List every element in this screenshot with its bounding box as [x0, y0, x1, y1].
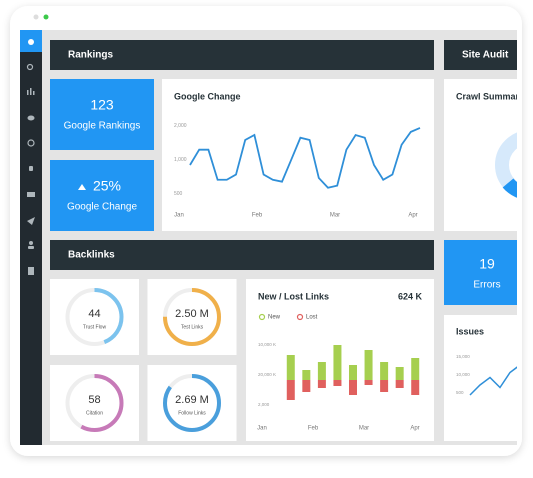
x-tick-label: Feb	[252, 213, 263, 219]
gauge-label: Trust Flow	[83, 324, 107, 330]
bar-new	[333, 345, 342, 380]
y-tick-label: 2,000	[258, 402, 270, 407]
x-tick-label: Jan	[257, 426, 267, 432]
bar-new	[349, 365, 357, 380]
chart-card	[444, 315, 517, 441]
y-tick-label: 10,000	[456, 372, 470, 377]
section-header	[50, 40, 434, 70]
legend-label: Lost	[306, 315, 318, 321]
line	[469, 366, 517, 396]
gauge-value: 44	[88, 308, 100, 320]
section-title: Backlinks	[68, 250, 115, 261]
x-tick-label: Mar	[359, 426, 369, 432]
section-title: Site Audit	[462, 50, 509, 61]
legend-marker	[296, 313, 304, 321]
section-header	[50, 240, 434, 270]
bar-new	[317, 362, 326, 380]
crawl-donut	[495, 132, 517, 198]
y-tick-label: 1,000	[174, 157, 187, 163]
stat-label: Errors	[473, 280, 500, 291]
sidebar-icons	[26, 39, 35, 275]
bar-new	[380, 362, 389, 380]
gauge-value: 58	[88, 394, 100, 406]
gauge-label: Test Links	[181, 324, 204, 330]
card-title: New / Lost Links	[258, 291, 329, 301]
x-tick-label: Mar	[330, 213, 340, 219]
bar-new	[302, 370, 311, 380]
stat-card	[50, 160, 154, 231]
gauge-arc	[163, 288, 221, 346]
gauge-label: Follow Links	[178, 410, 206, 416]
bar-lost	[349, 380, 357, 395]
gauge-arc	[65, 374, 124, 432]
y-tick-label: 2,000	[174, 123, 187, 129]
card-total: 624 K	[398, 291, 423, 301]
bar-lost	[333, 380, 342, 386]
gauge-arc	[163, 374, 221, 432]
y-tick-label: 500	[456, 390, 464, 395]
bar-lost	[364, 380, 373, 385]
x-tick-label: Jan	[174, 213, 184, 219]
x-tick-label: Apr	[408, 213, 417, 219]
legend-label: New	[268, 315, 281, 321]
y-tick-label: 15,000	[456, 354, 470, 359]
bar-lost	[395, 380, 404, 388]
stat-value: 123	[90, 97, 114, 113]
bar-lost	[411, 380, 420, 395]
y-tick-label: 10,000 K	[258, 342, 276, 347]
chart-card	[444, 79, 517, 231]
up-arrow	[78, 184, 86, 190]
card-title: Issues	[456, 326, 484, 336]
crawl-donut-segment	[502, 178, 517, 198]
stat-card	[50, 79, 154, 150]
bar-new	[411, 358, 420, 380]
x-tick-label: Apr	[410, 426, 419, 432]
chart-card	[162, 79, 434, 231]
bar-new	[395, 367, 404, 380]
y-tick-label: 20,000 K	[258, 372, 276, 377]
stat-label: Google Change	[67, 202, 137, 213]
bar-new	[364, 350, 373, 380]
section-header	[444, 40, 517, 70]
gauge-value: 2.50 M	[175, 308, 209, 320]
bar-lost	[380, 380, 389, 392]
legend-marker	[258, 313, 266, 321]
bar-lost	[317, 380, 326, 388]
card-title: Google Change	[174, 91, 241, 101]
gauge-arc	[65, 288, 124, 346]
gauge-value: 2.69 M	[175, 394, 209, 406]
stat-card	[444, 240, 517, 305]
bar-lost	[286, 380, 295, 400]
x-tick-label: Feb	[308, 426, 319, 432]
stat-label: Google Rankings	[64, 121, 141, 132]
section-title: Rankings	[68, 50, 113, 61]
sidebar	[20, 30, 42, 445]
y-tick-label: 500	[174, 191, 183, 197]
stat-value: 19	[479, 256, 495, 272]
content: Rankings Site Audit Backlinks 123 Google…	[20, 30, 524, 445]
stat-value: 25%	[93, 178, 121, 194]
bar-new	[286, 355, 295, 380]
gauge-label: Citation	[86, 410, 103, 416]
bar-lost	[302, 380, 311, 392]
card-title: Crawl Summary	[456, 91, 524, 101]
window-dot	[43, 14, 49, 20]
line	[189, 127, 421, 189]
window-dot	[33, 14, 39, 20]
